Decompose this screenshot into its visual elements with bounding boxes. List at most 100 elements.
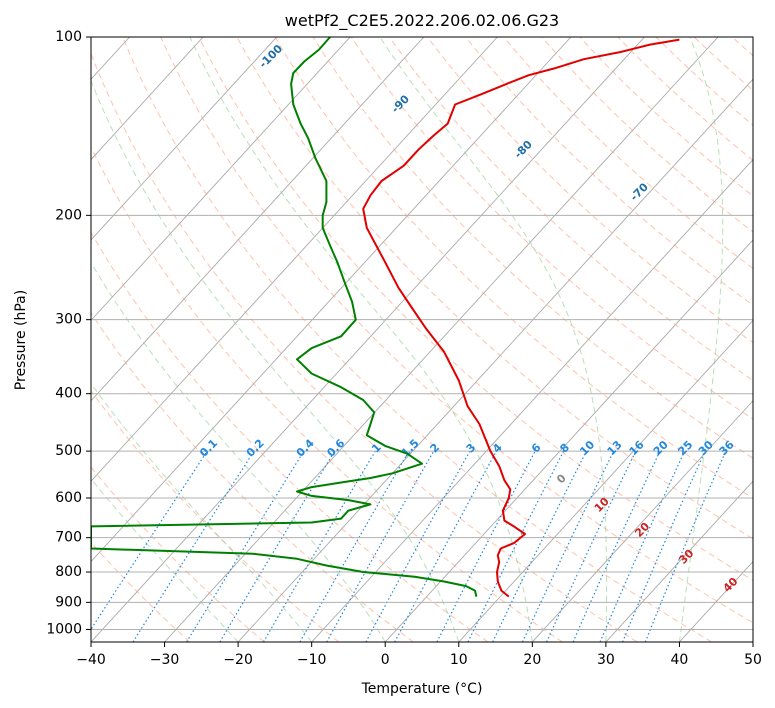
moist-adiabats (91, 37, 753, 642)
mixing-ratio-line (546, 450, 637, 642)
isotherm-line (91, 37, 278, 241)
y-tick-label: 300 (55, 312, 82, 328)
plot-area: 0.1 0.2 0.4 0.6 1 1.5 2 3 4 6 8 10 13 16 20 25 30 36-100-… (91, 37, 753, 642)
isotherms (91, 37, 753, 642)
y-tick-label: 400 (55, 386, 82, 402)
dry-adiabat-line (91, 52, 638, 642)
dry-adiabat-line (503, 37, 753, 269)
x-tick-label: 30 (597, 652, 615, 668)
dry-adiabat-line (388, 37, 753, 382)
mixing-ratio-label: 6 (529, 441, 544, 456)
isotherm-line (91, 37, 204, 161)
mixing-ratio-label: 30 (696, 438, 716, 458)
dry-adiabat-line (541, 37, 753, 233)
y-tick-label: 1000 (46, 621, 82, 637)
moist-adiabat-line (752, 639, 753, 642)
mixing-ratio-label: 0.6 (324, 436, 347, 459)
temperature-line (362, 38, 680, 598)
data-series (91, 37, 680, 598)
isotherm-line (752, 641, 753, 642)
y-tick-label: 200 (55, 207, 82, 223)
y-tick-label: 100 (55, 29, 82, 45)
mixing-ratio-line (365, 450, 471, 642)
dry-adiabat-line (122, 37, 713, 642)
mixing-ratio-line (299, 450, 410, 642)
y-tick-label: 800 (55, 564, 82, 580)
dry-adiabat-line (350, 37, 753, 420)
mixing-ratio-line (132, 450, 255, 642)
moist-adiabat-label: 30 (676, 546, 696, 566)
dry-adiabat-line (617, 37, 753, 162)
mixing-ratio-line (186, 450, 305, 642)
x-axis-title: Temperature (°C) (361, 681, 483, 697)
isotherm-line (91, 37, 645, 642)
mixing-ratio-line (644, 450, 727, 642)
chart-title: wetPf2_C2E5.2022.206.02.06.G23 (285, 11, 559, 31)
x-tick-label: 40 (671, 652, 689, 668)
moist-adiabat-line (91, 79, 460, 642)
x-tick-label: −20 (223, 652, 253, 668)
moist-adiabat-label: 0 (554, 471, 569, 486)
mixing-ratio-label: 25 (675, 438, 695, 458)
y-tick-label: 700 (55, 530, 82, 546)
mixing-ratio-line (394, 450, 497, 642)
mixing-ratio-label: 2 (428, 441, 443, 456)
mixing-ratio-label: 20 (651, 438, 671, 458)
dry-adiabat-label: -90 (389, 92, 412, 115)
moist-adiabat-line (91, 382, 313, 642)
isotherm-line (384, 239, 753, 642)
mixing-ratio-label: 36 (717, 438, 737, 458)
dry-adiabat-line (655, 37, 753, 126)
mixing-ratio-label: 8 (557, 441, 572, 456)
dry-adiabat-line (91, 466, 265, 642)
x-tick-label: 20 (523, 652, 541, 668)
mixing-ratio-line (262, 450, 376, 642)
dry-adiabat-line (91, 146, 563, 642)
dry-adiabat-line (427, 37, 753, 344)
dry-adiabat-line (274, 37, 753, 499)
moist-adiabat-line (91, 261, 386, 642)
isotherm-line (605, 480, 753, 642)
dry-adiabat-line (579, 37, 753, 197)
dry-adiabat-line (731, 37, 753, 57)
mixing-ratio-line (219, 450, 336, 642)
y-axis-ticks: 100 200 300 400 500 600 700 800 900 1000 (46, 29, 91, 637)
mixing-ratio-line (599, 450, 686, 642)
pressure-gridlines (91, 37, 753, 630)
moist-adiabat-line (678, 37, 724, 642)
isotherm-line (91, 37, 498, 482)
dry-adiabats (91, 37, 753, 642)
isotherm-line (237, 78, 753, 642)
isotherm-line (91, 37, 425, 402)
isotherm-line (458, 319, 753, 642)
y-tick-label: 900 (55, 594, 82, 610)
isotherm-line (91, 37, 572, 563)
moist-adiabat-label: 20 (632, 520, 652, 540)
x-tick-label: 50 (744, 652, 762, 668)
moist-adiabat-line (379, 37, 608, 642)
dry-adiabat-line (91, 231, 489, 642)
x-tick-label: −10 (297, 652, 327, 668)
mixing-ratio-line (622, 450, 706, 642)
isotherm-line (679, 560, 753, 642)
y-tick-label: 500 (55, 443, 82, 459)
moist-adiabat-line (189, 37, 533, 642)
dry-adiabat-line (312, 37, 753, 459)
mixing-ratio-label: 0.1 (197, 437, 220, 460)
dewpoint-line (91, 37, 478, 597)
x-tick-label: 0 (381, 652, 390, 668)
dry-adiabat-line (236, 37, 753, 540)
dry-adiabat-line (465, 37, 753, 306)
mixing-ratio-line (326, 450, 435, 642)
isotherm-line (91, 37, 351, 322)
dry-adiabat-line (693, 37, 753, 91)
dry-adiabat-line (91, 312, 414, 642)
x-tick-label: 10 (450, 652, 468, 668)
mixing-ratio-line (521, 450, 615, 642)
dry-adiabat-label: -100 (257, 42, 286, 71)
mixing-ratio-line (572, 450, 661, 642)
x-tick-label: −40 (76, 652, 106, 668)
x-tick-label: −30 (150, 652, 180, 668)
mixing-ratio-label: 0.2 (244, 437, 267, 460)
